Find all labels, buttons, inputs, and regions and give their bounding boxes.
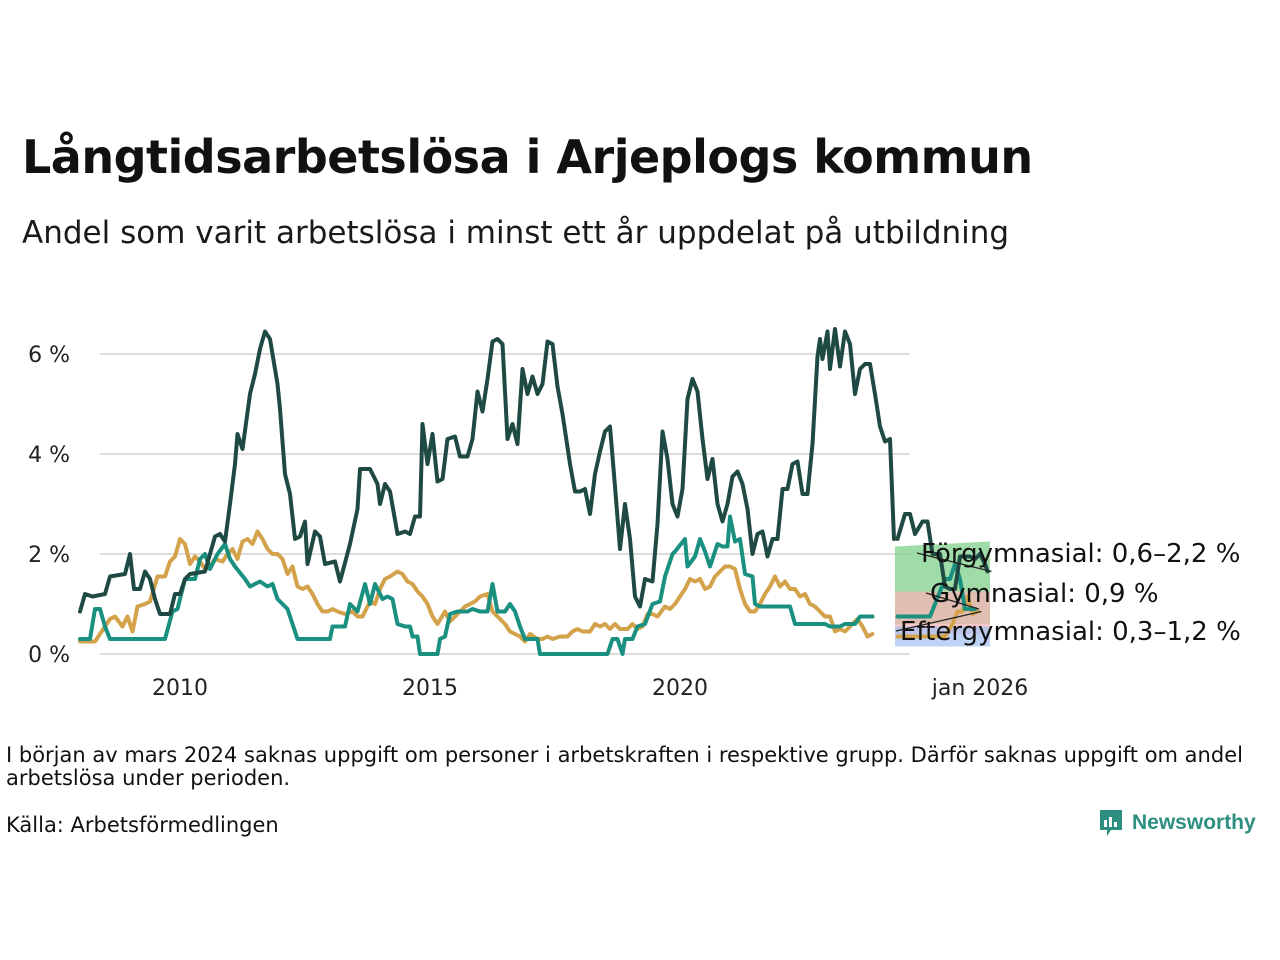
y-tick-label: 6 % (28, 343, 70, 368)
series-line-gymnasial-after-gap (895, 562, 977, 619)
series-line-gymnasial (78, 514, 875, 656)
series-line-förgymnasial (78, 327, 896, 616)
series-line-förgymnasial-after-gap (895, 512, 990, 591)
leader-line-gymnasial (925, 592, 980, 610)
line-chart: 0 % 2 % 4 % 6 % 2010 2015 2020 jan 2026 Förgym… (28, 327, 1241, 701)
y-tick-label: 2 % (28, 543, 70, 568)
x-axis-ticks: 2010 2015 2020 jan 2026 (152, 676, 1028, 701)
end-label-eftergymnasial: Eftergymnasial: 0,3–1,2 % (900, 617, 1241, 647)
chart-subtitle: Andel som varit arbetslösa i minst ett å… (22, 215, 1010, 251)
source-text: Källa: Arbetsförmedlingen (6, 813, 279, 837)
newsworthy-logo-text: Newsworthy (1132, 811, 1256, 834)
y-tick-label: 0 % (28, 643, 70, 668)
end-label-gymnasial: Gymnasial: 0,9 % (930, 579, 1159, 609)
footnote: I början av mars 2024 saknas uppgift om … (6, 743, 1243, 790)
leader-line-eftergymnasial (895, 610, 982, 632)
leader-line-förgymnasial (916, 552, 992, 573)
x-tick-label: 2020 (652, 676, 708, 701)
end-labels: Förgymnasial: 0,6–2,2 % Gymnasial: 0,9 % E… (895, 539, 1241, 647)
x-tick-label: jan 2026 (931, 676, 1029, 701)
y-tick-label: 4 % (28, 443, 70, 468)
x-tick-label: 2010 (152, 676, 208, 701)
series-lines (78, 327, 990, 656)
chart-title: Långtidsarbetslösa i Arjeplogs kommun (22, 130, 1033, 184)
y-axis-ticks: 0 % 2 % 4 % 6 % (28, 343, 70, 668)
x-tick-label: 2015 (402, 676, 458, 701)
newsworthy-logo[interactable]: Newsworthy (1098, 808, 1256, 838)
newsworthy-logo-icon (1100, 810, 1122, 836)
end-label-förgymnasial: Förgymnasial: 0,6–2,2 % (921, 539, 1240, 569)
